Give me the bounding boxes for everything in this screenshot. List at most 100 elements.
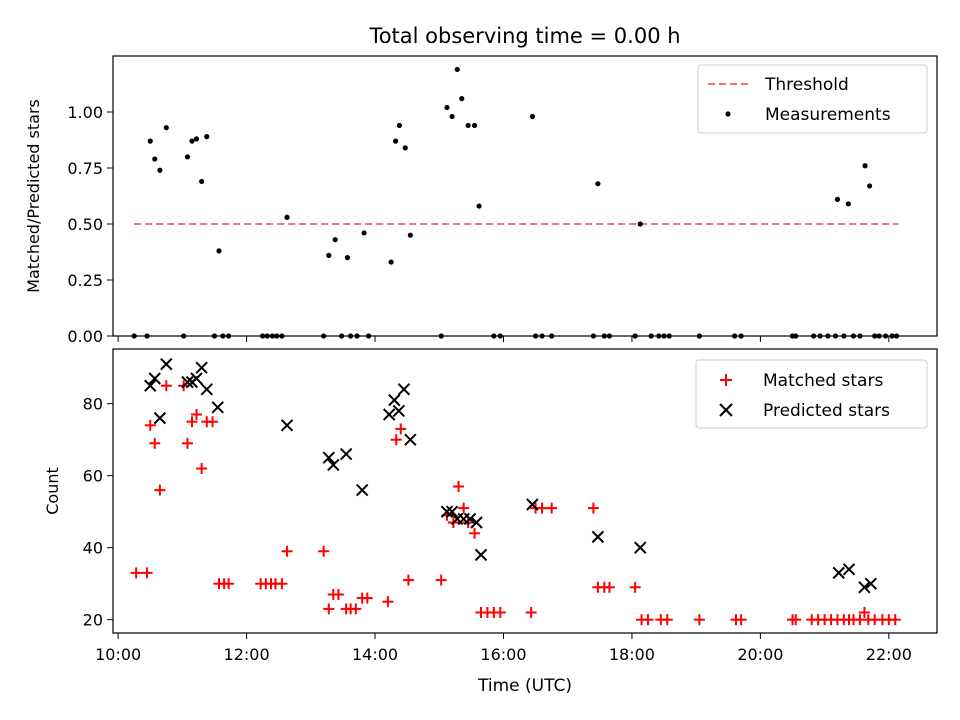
top-x-axis: [117, 336, 890, 342]
measurement-point: [883, 333, 889, 339]
matched-star-marker: [207, 416, 219, 428]
predicted-star-marker: [404, 433, 417, 446]
matched-star-marker: [190, 409, 202, 421]
predicted-star-marker: [280, 419, 294, 432]
chart-title: Total observing time = 0.00 h: [368, 24, 680, 48]
bottom-y-tick-label: 20: [83, 611, 103, 630]
bottom-y-axis-label: Count: [43, 467, 62, 515]
measurement-point: [497, 333, 503, 339]
bottom-legend-box: [695, 359, 928, 429]
matched-star-marker: [149, 437, 161, 449]
measurement-point: [152, 156, 158, 162]
matched-star-marker: [196, 463, 208, 475]
matched-star-marker: [182, 437, 194, 449]
matched-star-marker: [735, 614, 747, 626]
measurement-point: [832, 333, 839, 339]
legend-threshold-label: Threshold: [764, 75, 849, 95]
measurement-point: [407, 232, 413, 238]
predicted-star-marker: [160, 357, 173, 371]
predicted-star-marker: [526, 498, 539, 511]
matched-star-marker: [629, 581, 641, 593]
predicted-star-marker: [440, 505, 454, 518]
measurement-point: [392, 138, 399, 144]
predicted-star-marker: [397, 383, 411, 396]
predicted-star-marker: [445, 505, 459, 518]
measurement-point: [872, 333, 878, 339]
matched-star-marker: [186, 416, 198, 428]
matched-star-marker: [382, 596, 394, 608]
measurement-point: [193, 136, 200, 142]
measurement-point: [471, 122, 478, 129]
measurement-point: [637, 221, 643, 227]
bottom-legend: Matched stars Predicted stars: [695, 359, 928, 429]
predicted-star-marker: [388, 393, 401, 407]
bottom-x-axis: 10:00 12:00 14:00 16:00 18:00 20:00 22:00: [95, 633, 912, 664]
measurement-point: [825, 333, 831, 339]
matched-star-marker: [435, 574, 447, 586]
measurement-point: [476, 203, 482, 209]
measurement-point: [284, 214, 290, 220]
measurement-point: [220, 333, 226, 339]
legend-predicted-label: Predicted stars: [763, 401, 890, 421]
top-legend-box: [697, 64, 928, 134]
top-y-axis: 0.00 0.25 0.50 0.75 1.00: [67, 103, 113, 346]
measurement-point: [260, 333, 266, 339]
measurement-point: [348, 333, 354, 339]
measurement-point: [893, 333, 900, 339]
matched-star-marker: [281, 545, 293, 557]
measurement-point: [181, 333, 187, 339]
matched-star-marker: [390, 434, 402, 446]
matched-star-marker: [323, 603, 335, 615]
measurement-point: [396, 122, 403, 129]
predicted-star-marker: [144, 379, 157, 392]
measurement-point: [438, 333, 444, 339]
measurement-point: [465, 122, 471, 129]
measurement-point: [147, 138, 153, 144]
matched-star-marker: [469, 527, 481, 539]
bottom-panel: 20 40 60 80 10:00 12:00 14:00 16:00 18:00 20:00 2…: [43, 348, 938, 696]
predicted-star-marker: [382, 408, 396, 421]
measurement-point: [529, 113, 535, 120]
matched-star-marker: [693, 614, 705, 626]
measurement-point: [388, 259, 394, 265]
predicted-star-marker: [355, 483, 369, 497]
top-y-tick-label: 0.75: [67, 159, 103, 178]
predicted-star-marker: [181, 375, 194, 389]
matched-star-marker: [453, 481, 465, 493]
legend-measurements-label: Measurements: [765, 105, 891, 125]
predicted-star-marker: [339, 447, 353, 461]
predicted-stars-series: [144, 357, 878, 594]
legend-matched-label: Matched stars: [763, 371, 883, 391]
measurement-point: [661, 333, 667, 339]
measurement-point: [696, 333, 702, 339]
measurement-point: [269, 333, 275, 339]
predicted-star-marker: [463, 512, 477, 526]
measurement-point: [866, 183, 873, 189]
matched-star-marker: [223, 578, 235, 590]
matched-star-marker: [661, 614, 673, 626]
matched-star-marker: [494, 606, 506, 618]
predicted-star-marker: [858, 581, 871, 594]
top-y-tick-label: 0.50: [67, 215, 103, 234]
predicted-star-marker: [832, 566, 845, 580]
bottom-y-tick-label: 60: [83, 467, 103, 486]
matched-star-marker: [395, 423, 407, 435]
measurement-point: [491, 333, 497, 339]
legend-matched-swatch: [720, 374, 732, 386]
matched-star-marker: [525, 606, 537, 618]
measurement-point: [811, 333, 817, 339]
matched-star-marker: [889, 614, 901, 626]
bottom-x-tick-label: 20:00: [737, 645, 783, 664]
measurement-point: [862, 163, 868, 169]
bottom-y-tick-label: 40: [83, 539, 103, 558]
measurement-point: [834, 196, 841, 202]
measurement-point: [595, 181, 601, 187]
predicted-star-marker: [864, 577, 878, 590]
bottom-x-tick-label: 16:00: [480, 645, 526, 664]
matched-star-marker: [154, 484, 166, 496]
matched-star-marker: [141, 567, 153, 579]
predicted-star-marker: [634, 541, 647, 554]
predicted-star-marker: [327, 458, 340, 472]
matched-star-marker: [144, 419, 156, 431]
